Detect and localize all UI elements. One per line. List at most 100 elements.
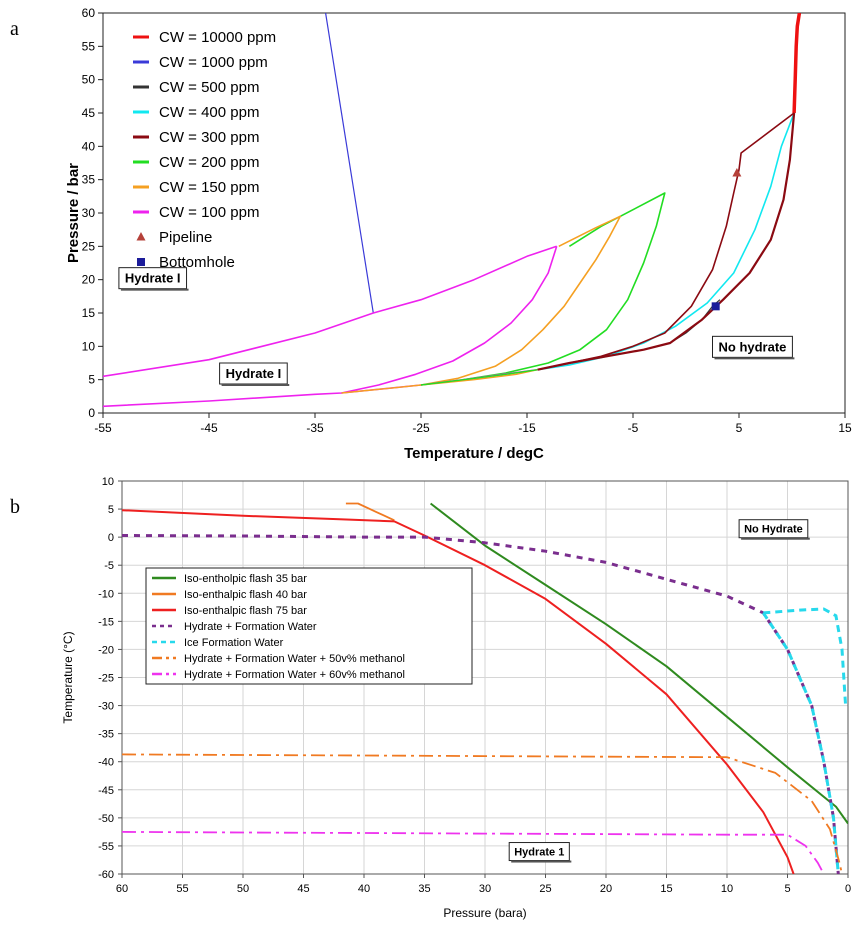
y-tick-label-a: 45 <box>82 106 96 120</box>
chart-b: 60 55 50 45 40 35 30 25 20 15 10 5 01050-5-10-15-20-… <box>61 476 851 920</box>
series-line-hydrate-formation-water-50v-methanol <box>122 753 843 874</box>
y-tick-label-a: 35 <box>82 173 96 187</box>
y-tick-label-a: 5 <box>88 373 95 387</box>
series-line-hydrate-formation-water <box>122 534 840 874</box>
y-axis-title-a: Pressure / bar <box>65 163 82 263</box>
legend-swatch-a-pipeline <box>136 232 146 241</box>
legend-label-a-pipeline: Pipeline <box>159 229 212 246</box>
x-tick-label-b: 40 <box>358 883 370 895</box>
y-tick-label-a: 50 <box>82 73 96 87</box>
x-tick-label-a: -45 <box>200 421 218 435</box>
x-tick-label-b: 45 <box>297 883 309 895</box>
y-tick-label-b: 10 <box>102 476 114 488</box>
x-tick-label-b: 25 <box>539 883 551 895</box>
y-tick-label-b: -40 <box>98 757 114 769</box>
legend-label-a-cw-150-ppm: CW = 150 ppm <box>159 179 259 196</box>
x-tick-label-a: -25 <box>412 421 430 435</box>
legend-label-b-iso-enthalpic-flash-40-bar: Iso-enthalpic flash 40 bar <box>184 589 307 601</box>
y-tick-label-b: 5 <box>108 504 114 516</box>
annotation-b-no-hydrate: No Hydrate <box>744 524 803 536</box>
y-tick-label-b: -60 <box>98 869 114 881</box>
panel-label-b: b <box>10 496 20 518</box>
legend-label-a-cw-500-ppm: CW = 500 ppm <box>159 79 259 96</box>
panel-label-a: a <box>10 18 19 40</box>
y-tick-label-b: -10 <box>98 588 114 600</box>
legend-label-b-hydrate-formation-water-60v-methanol: Hydrate + Formation Water + 60v% methano… <box>184 669 405 681</box>
x-tick-label-b: 60 <box>116 883 128 895</box>
x-tick-label-b: 10 <box>721 883 733 895</box>
y-tick-label-a: 15 <box>82 306 96 320</box>
series-line-cw-100-ppm <box>103 368 538 408</box>
series-line-cw-150-ppm <box>420 215 622 386</box>
series-line-cw-1000-ppm <box>325 13 374 314</box>
y-tick-label-a: 0 <box>88 406 95 420</box>
x-tick-label-a: -5 <box>628 421 639 435</box>
series-line-cw-200-ppm <box>463 192 666 381</box>
y-tick-label-b: -5 <box>104 560 114 572</box>
annotation-a-no-hydrate: No hydrate <box>719 339 787 354</box>
series-group-b <box>122 502 848 874</box>
marker-pipeline <box>732 168 742 177</box>
y-tick-label-b: -45 <box>98 785 114 797</box>
x-tick-label-b: 15 <box>660 883 672 895</box>
plot-border-b <box>121 480 849 875</box>
legend-label-b-iso-entholpic-flash-35-bar: Iso-entholpic flash 35 bar <box>184 573 307 585</box>
y-tick-label-b: -15 <box>98 616 114 628</box>
annotation-shadow-a <box>714 357 795 360</box>
marker-bottomhole <box>711 302 720 311</box>
y-tick-label-b: -30 <box>98 701 114 713</box>
legend-box-b <box>145 567 473 685</box>
legend-label-a-cw-10000-ppm: CW = 10000 ppm <box>159 29 276 46</box>
series-line-cw-200-ppm <box>420 369 538 386</box>
x-axis-title-a: Temperature / degC <box>404 445 544 462</box>
legend-label-a-bottomhole: Bottomhole <box>159 254 235 271</box>
series-line-cw-100-ppm <box>103 245 557 378</box>
legend-label-b-hydrate-formation-water: Hydrate + Formation Water <box>184 621 317 633</box>
annotation-a-hydrate-i: Hydrate I <box>226 366 282 381</box>
legend-label-b-ice-formation-water: Ice Formation Water <box>184 637 284 649</box>
y-tick-label-a: 25 <box>82 239 96 253</box>
y-tick-label-b: -25 <box>98 673 114 685</box>
x-tick-label-b: 20 <box>600 883 612 895</box>
series-line-iso-enthalpic-flash-75-bar <box>122 509 795 874</box>
legend-label-a-cw-300-ppm: CW = 300 ppm <box>159 129 259 146</box>
y-tick-label-b: -35 <box>98 729 114 741</box>
y-tick-label-a: 30 <box>82 206 96 220</box>
legend-label-a-cw-100-ppm: CW = 100 ppm <box>159 204 259 221</box>
y-tick-label-b: -50 <box>98 813 114 825</box>
legend-label-b-iso-enthalpic-flash-75-bar: Iso-enthalpic flash 75 bar <box>184 605 307 617</box>
x-tick-label-b: 30 <box>479 883 491 895</box>
legend-label-b-hydrate-formation-water-50v-methanol: Hydrate + Formation Water + 50v% methano… <box>184 653 405 665</box>
annotation-shadow-a <box>221 384 290 386</box>
x-tick-label-b: 5 <box>784 883 790 895</box>
y-tick-label-a: 60 <box>82 6 96 20</box>
x-tick-label-a: -35 <box>306 421 324 435</box>
legend-label-a-cw-400-ppm: CW = 400 ppm <box>159 104 259 121</box>
y-tick-label-a: 40 <box>82 139 96 153</box>
legend-label-a-cw-200-ppm: CW = 200 ppm <box>159 154 259 171</box>
y-tick-label-b: -20 <box>98 644 114 656</box>
x-tick-label-a: -15 <box>518 421 536 435</box>
annotation-shadow-a <box>120 288 189 291</box>
series-line-cw-10000-ppm <box>792 13 802 114</box>
series-line-hydrate-formation-water-60v-methanol <box>122 831 825 874</box>
x-tick-label-b: 50 <box>237 883 249 895</box>
x-tick-label-a: 15 <box>838 421 852 435</box>
annotation-a-hydrate-i: Hydrate I <box>125 271 181 286</box>
annotation-shadow-b <box>741 537 810 540</box>
x-tick-label-b: 0 <box>845 883 851 895</box>
y-tick-label-a: 55 <box>82 39 96 53</box>
x-tick-label-b: 55 <box>176 883 188 895</box>
x-axis-title-b: Pressure (bara) <box>443 906 526 920</box>
y-tick-label-a: 20 <box>82 273 96 287</box>
annotation-shadow-b <box>511 860 572 863</box>
annotation-b-hydrate-1: Hydrate 1 <box>514 847 564 859</box>
legend-label-a-cw-1000-ppm: CW = 1000 ppm <box>159 54 268 71</box>
y-tick-label-a: 10 <box>82 339 96 353</box>
y-tick-label-b: 0 <box>108 532 114 544</box>
legend-swatch-a-bottomhole <box>137 258 145 266</box>
x-tick-label-a: 5 <box>736 421 743 435</box>
series-line-iso-entholpic-flash-35-bar <box>429 502 848 825</box>
series-line-ice-formation-water <box>763 607 848 706</box>
